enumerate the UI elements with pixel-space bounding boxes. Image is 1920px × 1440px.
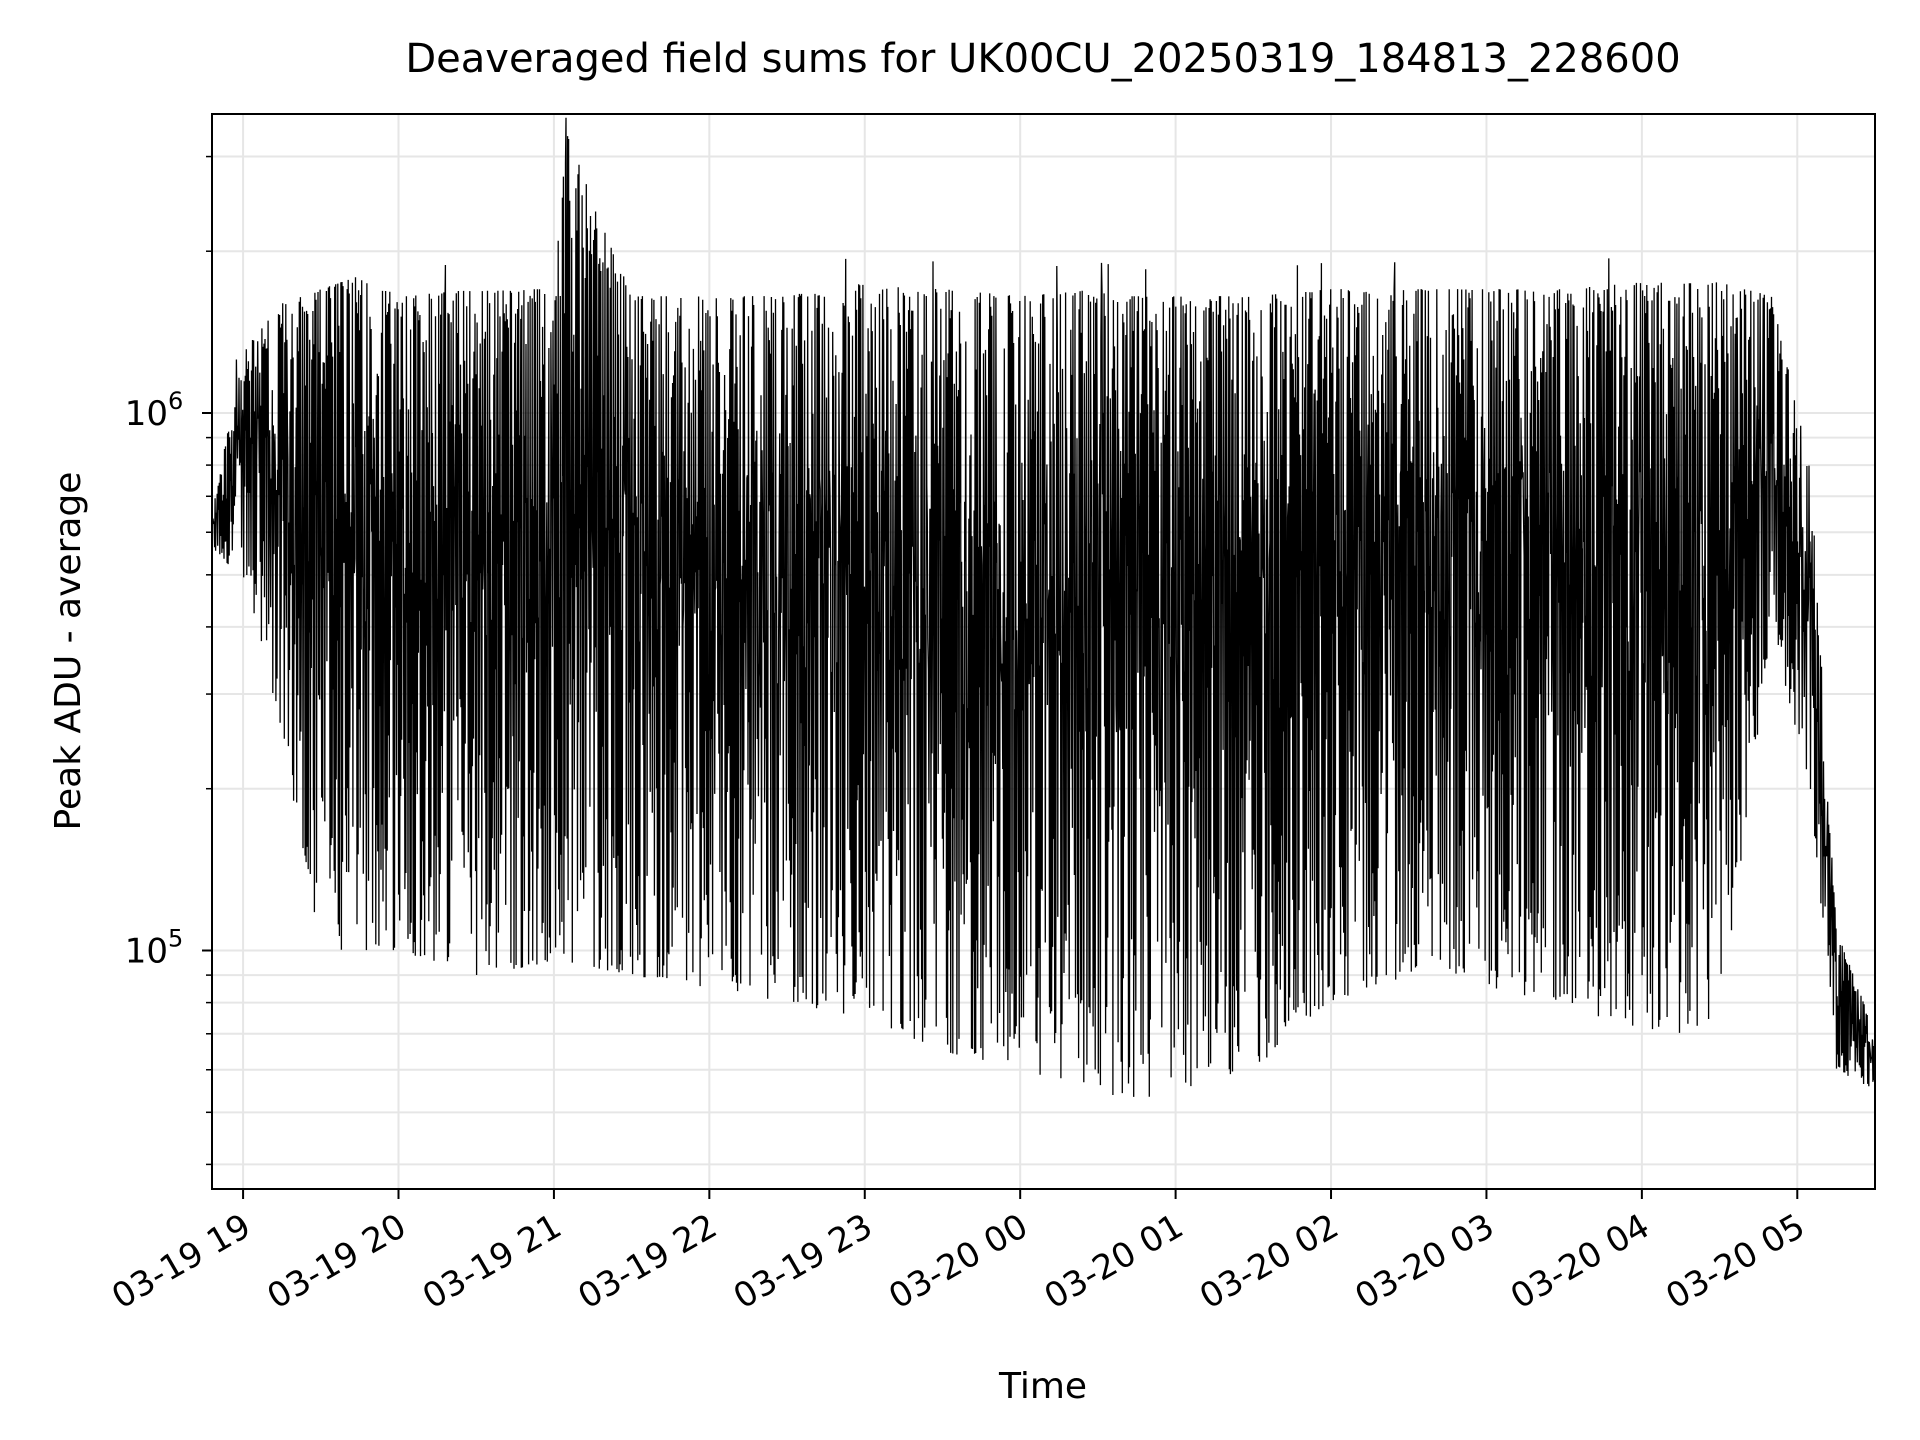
y-axis: 105 106: [125, 155, 212, 1166]
data-series-line: [212, 117, 1875, 1097]
series-layer: [212, 117, 1875, 1097]
plot-frame: [211, 113, 1876, 1190]
y-tick-label: 106: [125, 387, 184, 434]
y-tick-label: 105: [125, 925, 184, 972]
x-axis-label: Time: [998, 1366, 1087, 1407]
chart-title: Deaveraged field sums for UK00CU_2025031…: [405, 36, 1680, 82]
y-axis-label: Peak ADU - average: [48, 472, 89, 831]
